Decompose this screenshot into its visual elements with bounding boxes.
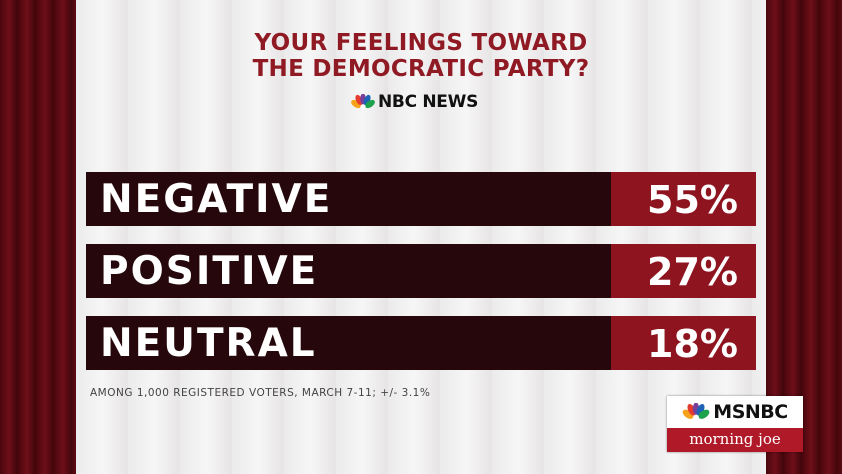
peacock-icon [351,94,375,110]
bar-category-label: POSITIVE [100,249,319,294]
show-name: morning joe [667,428,803,452]
bar-row-positive: POSITIVE 27% [86,244,756,298]
network-logo: MSNBC [667,396,803,428]
bar-value-label: 18% [647,322,738,366]
graphic-board [76,0,766,474]
nbc-news-logo-text: NBC NEWS [378,92,479,112]
bar-row-negative: NEGATIVE 55% [86,172,756,226]
nbc-news-logo: NBC NEWS [351,92,478,112]
chart-title-line2: THE DEMOCRATIC PARTY? [252,56,590,82]
chart-title-line1: YOUR FEELINGS TOWARD [254,30,588,56]
curtain-right-background [766,0,842,474]
bar-row-neutral: NEUTRAL 18% [86,316,756,370]
chart-title: YOUR FEELINGS TOWARD THE DEMOCRATIC PART… [76,30,766,82]
network-name: MSNBC [713,401,788,423]
curtain-left-background [0,0,76,474]
bar-value-label: 27% [647,250,738,294]
bar-category-label: NEUTRAL [100,321,317,366]
bar-value-label: 55% [647,178,738,222]
bar-category-label: NEGATIVE [100,177,333,222]
footnote: AMONG 1,000 REGISTERED VOTERS, MARCH 7-1… [90,387,431,399]
bar-value-box [611,316,756,370]
bar-value-box [611,172,756,226]
bar-value-box [611,244,756,298]
peacock-icon [682,403,710,421]
network-bug: MSNBC morning joe [667,396,803,452]
